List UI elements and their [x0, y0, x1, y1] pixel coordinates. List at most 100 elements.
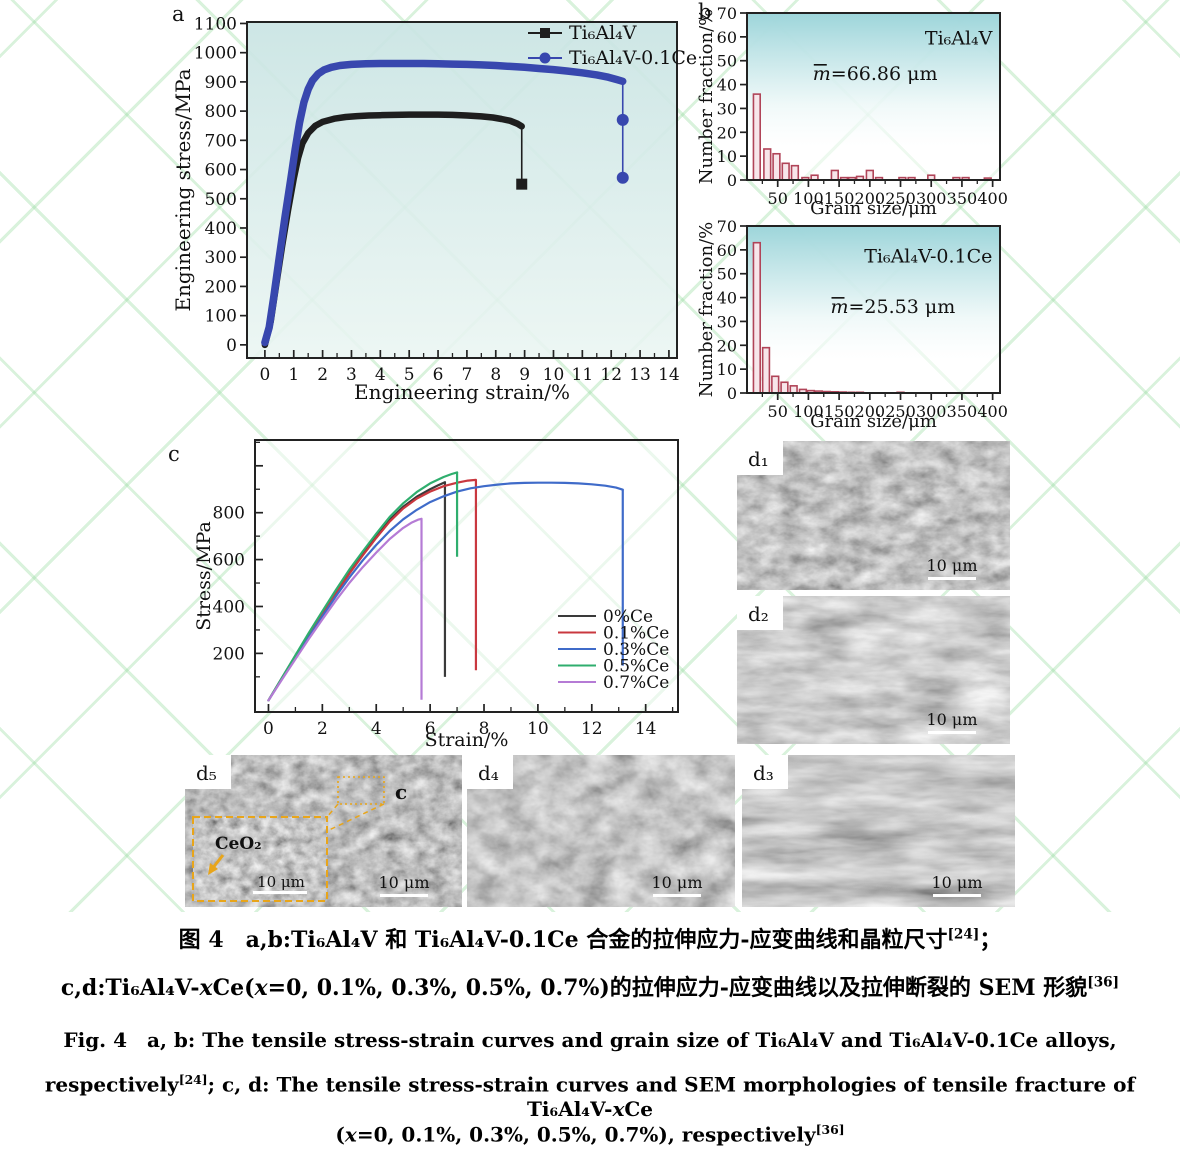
- stress-strain-chart-a: 0 1 2 3 4 5 6 7 8 9 10 11 12 13 14 0 100 200 300 400 500 600 7…: [160, 0, 705, 430]
- sem-image-d2: d₂ 10 μm: [737, 596, 1010, 744]
- svg-text:10: 10: [527, 719, 549, 739]
- svg-text:40: 40: [717, 289, 737, 308]
- svg-text:2: 2: [317, 719, 328, 739]
- svg-text:8: 8: [490, 365, 501, 385]
- svg-text:300: 300: [205, 248, 237, 268]
- sem-panel-label: d₁: [748, 447, 769, 471]
- sem-image-d4: d₄ 10 μm: [467, 755, 735, 907]
- svg-text:200: 200: [213, 644, 245, 664]
- svg-text:Grain size/μm: Grain size/μm: [810, 198, 937, 219]
- svg-text:400: 400: [213, 597, 245, 617]
- svg-text:200: 200: [205, 277, 237, 297]
- svg-text:600: 600: [205, 161, 237, 181]
- svg-text:m=25.53 μm: m=25.53 μm: [830, 296, 955, 318]
- stress-strain-chart-c: 0 2 4 6 8 10 12 14 200 400 600 800 Strain/% Stress/MP…: [160, 430, 740, 751]
- svg-text:0.1%Ce: 0.1%Ce: [603, 624, 669, 644]
- svg-text:4: 4: [371, 719, 382, 739]
- svg-text:0%Ce: 0%Ce: [603, 607, 653, 627]
- svg-text:Engineering stress/MPa: Engineering stress/MPa: [171, 68, 195, 311]
- svg-text:Ti₆Al₄V: Ti₆Al₄V: [569, 22, 637, 44]
- caption-zh-line2: c,d:Ti₆Al₄V-xCe(x=0, 0.1%, 0.3%, 0.5%, 0…: [60, 974, 1120, 1001]
- svg-text:7: 7: [461, 365, 472, 385]
- svg-text:250: 250: [885, 402, 916, 421]
- svg-text:50: 50: [768, 402, 788, 421]
- svg-text:Engineering strain/%: Engineering strain/%: [354, 380, 570, 404]
- scale-bar-label: 10 μm: [651, 873, 702, 892]
- svg-text:3: 3: [346, 365, 357, 385]
- svg-text:1000: 1000: [194, 44, 237, 64]
- svg-text:100: 100: [793, 402, 824, 421]
- svg-text:900: 900: [205, 73, 237, 93]
- svg-text:30: 30: [717, 99, 737, 118]
- caption-en-line2: respectively[24]; c, d: The tensile stre…: [44, 1072, 1136, 1121]
- svg-text:5: 5: [404, 365, 415, 385]
- svg-text:60: 60: [717, 241, 737, 260]
- sem-panel-label: d₃: [753, 761, 774, 785]
- svg-text:70: 70: [717, 217, 737, 236]
- svg-text:0: 0: [226, 336, 237, 356]
- scale-bar-label: 10 μm: [378, 873, 429, 892]
- svg-text:1: 1: [288, 365, 299, 385]
- svg-text:2: 2: [317, 365, 328, 385]
- svg-text:200: 200: [855, 402, 886, 421]
- svg-text:8: 8: [479, 719, 490, 739]
- svg-text:350: 350: [947, 402, 978, 421]
- svg-text:4: 4: [375, 365, 386, 385]
- svg-text:14: 14: [635, 719, 657, 739]
- svg-text:20: 20: [717, 123, 737, 142]
- grain-size-histogram-ti6al4v: 50 100 150 200 250 300 350 400 0 10 20 30 40 50 60 70 Gr…: [696, 0, 1180, 219]
- inset-scale-bar-label: 10 μm: [257, 873, 305, 891]
- svg-text:300: 300: [916, 189, 947, 208]
- sem-image-d1: d₁ 10 μm: [737, 441, 1010, 590]
- svg-text:Number fraction/%: Number fraction/%: [696, 222, 717, 398]
- svg-text:40: 40: [717, 76, 737, 95]
- svg-text:Number fraction/%: Number fraction/%: [696, 9, 717, 185]
- svg-text:Ti₆Al₄V-0.1Ce: Ti₆Al₄V-0.1Ce: [864, 246, 992, 268]
- svg-text:20: 20: [717, 336, 737, 355]
- svg-text:60: 60: [717, 28, 737, 47]
- svg-text:Ti₆Al₄V-0.1Ce: Ti₆Al₄V-0.1Ce: [569, 47, 697, 69]
- sem-image-d5: c CeO₂ 10 μm d₅ 10 μm: [185, 755, 462, 907]
- svg-text:10: 10: [717, 147, 737, 166]
- svg-text:400: 400: [977, 402, 1008, 421]
- svg-text:14: 14: [658, 365, 680, 385]
- svg-text:6: 6: [433, 365, 444, 385]
- svg-text:Stress/MPa: Stress/MPa: [193, 521, 215, 631]
- svg-text:0.5%Ce: 0.5%Ce: [603, 657, 669, 677]
- sem-panel-label: d₄: [478, 761, 499, 785]
- svg-text:0: 0: [727, 384, 737, 403]
- svg-text:400: 400: [977, 189, 1008, 208]
- svg-text:350: 350: [947, 189, 978, 208]
- svg-text:600: 600: [213, 551, 245, 571]
- svg-text:150: 150: [824, 189, 855, 208]
- svg-text:0: 0: [263, 719, 274, 739]
- svg-text:1100: 1100: [194, 14, 237, 34]
- svg-text:70: 70: [717, 4, 737, 23]
- svg-text:Ti₆Al₄V: Ti₆Al₄V: [925, 28, 993, 50]
- svg-text:0: 0: [259, 365, 270, 385]
- svg-text:50: 50: [717, 265, 737, 284]
- scale-bar-label: 10 μm: [926, 710, 977, 729]
- svg-text:100: 100: [793, 189, 824, 208]
- svg-text:300: 300: [916, 402, 947, 421]
- svg-text:30: 30: [717, 312, 737, 331]
- svg-text:11: 11: [572, 365, 594, 385]
- svg-text:50: 50: [717, 52, 737, 71]
- svg-text:9: 9: [519, 365, 530, 385]
- sem-panel-label: d₅: [196, 761, 217, 785]
- svg-text:400: 400: [205, 219, 237, 239]
- inset-pointer-label: c: [395, 780, 407, 804]
- svg-text:50: 50: [768, 189, 788, 208]
- sem-panel-label: d₂: [748, 602, 769, 626]
- svg-text:0: 0: [727, 171, 737, 190]
- caption-zh-line1: 图 4 a,b:Ti₆Al₄V 和 Ti₆Al₄V-0.1Ce 合金的拉伸应力-…: [178, 926, 1002, 953]
- svg-text:Grain size/μm: Grain size/μm: [810, 411, 937, 432]
- panel-letter-b: b: [698, 0, 712, 24]
- svg-text:250: 250: [885, 189, 916, 208]
- caption-en-line3: (x=0, 0.1%, 0.3%, 0.5%, 0.7%), respectiv…: [335, 1122, 845, 1147]
- svg-text:6: 6: [425, 719, 436, 739]
- svg-text:500: 500: [205, 190, 237, 210]
- scale-bar-label: 10 μm: [926, 556, 977, 575]
- svg-text:800: 800: [205, 102, 237, 122]
